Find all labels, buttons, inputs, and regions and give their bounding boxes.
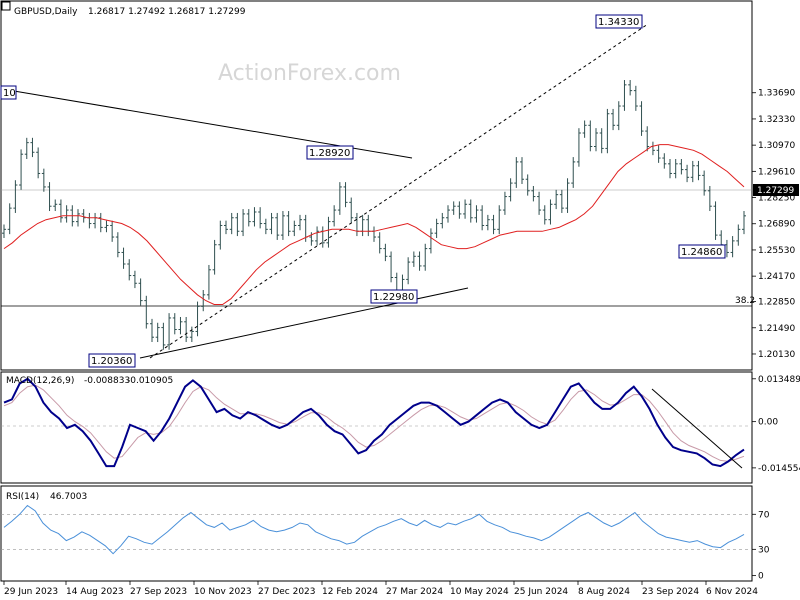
x-tick-label: 14 Aug 2023: [66, 587, 124, 597]
price-tick-label: 1.20130: [758, 350, 795, 360]
rsi-line: [3, 504, 745, 555]
svg-text:46.7003: 46.7003: [50, 492, 87, 502]
symbol-title: GBPUSD,Daily: [14, 7, 78, 17]
macd-axis: 0.013489 0.00 -0.014554: [752, 375, 800, 474]
chart-header: GBPUSD,Daily 1.26817 1.27492 1.26817 1.2…: [1, 1, 246, 17]
candlestick-series: [2, 80, 746, 350]
macd-signal-line: [3, 384, 745, 462]
pivot-label-1-34330: 1.34330: [595, 14, 643, 29]
price-tick-label: 1.30970: [758, 141, 795, 151]
collapse-icon[interactable]: [1, 1, 11, 11]
price-panel: [0, 0, 753, 371]
price-axis: 1.33690 1.32330 1.30970 1.29610 1.28250 1.268…: [752, 89, 795, 360]
svg-text:-0.010905: -0.010905: [127, 376, 173, 386]
rsi-tick-label: 70: [758, 510, 770, 520]
price-tick-label: 1.32330: [758, 115, 795, 125]
svg-text:1.22980: 1.22980: [373, 292, 414, 303]
x-tick-label: 6 Nov 2024: [706, 587, 758, 597]
rsi-title: RSI(14) 46.7003: [6, 492, 87, 502]
price-tick-label: 1.33690: [758, 89, 795, 99]
watermark: ActionForex.com: [218, 61, 401, 86]
rsi-tick-label: 0: [758, 572, 764, 582]
macd-trendline: [651, 388, 743, 469]
price-tick-label: 1.21490: [758, 324, 795, 334]
svg-text:1.20360: 1.20360: [91, 356, 132, 367]
x-tick-label: 12 Feb 2024: [322, 587, 378, 597]
pivot-label-1-28920: 1.28920: [306, 145, 354, 160]
x-tick-label: 27 Sep 2023: [130, 587, 187, 597]
svg-text:RSI(14): RSI(14): [6, 492, 39, 502]
trendline-channel-dashed: [149, 23, 649, 359]
price-tick-label: 1.28250: [758, 194, 795, 204]
x-tick-label: 27 Dec 2023: [258, 587, 316, 597]
x-tick-label: 27 Mar 2024: [386, 587, 443, 597]
svg-text:-0.008833: -0.008833: [84, 376, 130, 386]
price-tick-label: 1.29610: [758, 167, 795, 177]
pivot-label-left: 10: [0, 85, 17, 100]
svg-text:1.24860: 1.24860: [681, 247, 722, 258]
svg-text:1.27299: 1.27299: [757, 186, 794, 196]
price-tick-label: 1.26890: [758, 220, 795, 230]
macd-panel: [0, 371, 753, 484]
x-tick-label: 25 Jun 2024: [514, 587, 568, 597]
svg-text:1.34330: 1.34330: [598, 17, 639, 28]
fib-level-label: 38.2: [735, 296, 755, 306]
ohlc-readout: 1.26817 1.27492 1.26817 1.27299: [88, 7, 246, 17]
moving-average-line: [3, 144, 745, 305]
x-tick-label: 8 Aug 2024: [578, 587, 630, 597]
price-tick-label: 1.24170: [758, 272, 795, 282]
pivot-label-1-24860: 1.24860: [678, 244, 726, 259]
rsi-panel: [0, 485, 753, 582]
macd-tick-label: 0.013489: [758, 375, 800, 385]
x-tick-label: 10 May 2024: [450, 587, 509, 597]
x-tick-label: 29 Jun 2023: [4, 587, 58, 597]
svg-text:1.28920: 1.28920: [309, 148, 350, 159]
x-axis: 29 Jun 2023 14 Aug 2023 27 Sep 2023 10 Nov …: [3, 581, 758, 597]
macd-title: MACD(12,26,9) -0.008833 -0.010905: [6, 376, 173, 386]
pivot-label-1-20360: 1.20360: [88, 353, 136, 368]
macd-tick-label: 0.00: [758, 418, 778, 428]
x-tick-label: 10 Nov 2023: [194, 587, 252, 597]
pivot-label-1-22980: 1.22980: [370, 289, 418, 304]
rsi-axis: 70 30 0: [1, 510, 770, 582]
svg-text:10: 10: [3, 88, 16, 99]
price-tick-label: 1.25530: [758, 246, 795, 256]
svg-text:MACD(12,26,9): MACD(12,26,9): [6, 376, 74, 386]
x-tick-label: 23 Sep 2024: [642, 587, 699, 597]
rsi-tick-label: 30: [758, 545, 770, 555]
last-price-tag: 1.27299: [753, 184, 799, 196]
macd-line: [3, 377, 745, 468]
macd-tick-label: -0.014554: [758, 464, 800, 474]
price-tick-label: 1.22850: [758, 298, 795, 308]
